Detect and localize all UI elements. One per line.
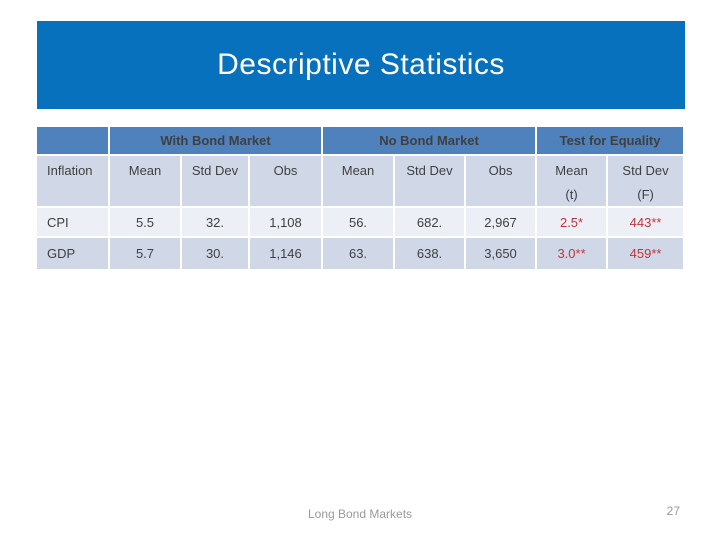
column-header-sublabel: (t) bbox=[565, 187, 578, 202]
row-label: GDP bbox=[37, 238, 110, 271]
cell-test-value: 2.5* bbox=[537, 208, 609, 238]
table-group-header-row: With Bond Market No Bond Market Test for… bbox=[37, 127, 684, 156]
column-header-stddev-f: Std Dev (F) bbox=[608, 156, 684, 208]
column-header-sublabel: (F) bbox=[637, 187, 654, 202]
column-header-label: Std Dev bbox=[622, 163, 669, 178]
cell-test-value: 443** bbox=[608, 208, 684, 238]
column-header-stddev-2: Std Dev bbox=[395, 156, 467, 208]
column-header-label: Obs bbox=[273, 163, 298, 178]
column-header-mean-t: Mean (t) bbox=[537, 156, 609, 208]
column-header-label: Obs bbox=[488, 163, 513, 178]
statistics-table: With Bond Market No Bond Market Test for… bbox=[37, 127, 684, 271]
column-header-inflation: Inflation bbox=[37, 156, 110, 208]
cell-value: 638. bbox=[395, 238, 467, 271]
group-header-no-bond-market: No Bond Market bbox=[323, 127, 538, 156]
cell-value: 5.7 bbox=[110, 238, 182, 271]
footer-title: Long Bond Markets bbox=[307, 507, 413, 521]
table-row-gdp: GDP 5.7 30. 1,146 63. 638. 3,650 3.0** 4… bbox=[37, 238, 684, 271]
group-header-test-for-equality: Test for Equality bbox=[537, 127, 684, 156]
cell-value: 3,650 bbox=[466, 238, 538, 271]
group-header-with-bond-market: With Bond Market bbox=[110, 127, 324, 156]
column-header-label: Mean bbox=[128, 163, 162, 178]
cell-value: 5.5 bbox=[110, 208, 182, 238]
cell-test-value: 3.0** bbox=[537, 238, 609, 271]
group-header-empty bbox=[37, 127, 110, 156]
table-column-header-row: Inflation Mean Std Dev Obs Mean Std Dev … bbox=[37, 156, 684, 208]
cell-value: 2,967 bbox=[466, 208, 538, 238]
column-header-obs-2: Obs bbox=[466, 156, 538, 208]
page-number: 27 bbox=[666, 504, 680, 518]
table-row-cpi: CPI 5.5 32. 1,108 56. 682. 2,967 2.5* 44… bbox=[37, 208, 684, 238]
cell-value: 63. bbox=[323, 238, 396, 271]
column-header-label: Mean bbox=[555, 163, 588, 178]
column-header-mean-1: Mean bbox=[110, 156, 182, 208]
cell-test-value: 459** bbox=[608, 238, 684, 271]
title-bar: Descriptive Statistics bbox=[37, 21, 685, 109]
column-header-label: Mean bbox=[341, 163, 375, 178]
cell-value: 1,146 bbox=[250, 238, 324, 271]
column-header-label: Inflation bbox=[47, 163, 93, 178]
column-header-stddev-1: Std Dev bbox=[182, 156, 250, 208]
column-header-obs-1: Obs bbox=[250, 156, 324, 208]
column-header-mean-2: Mean bbox=[323, 156, 396, 208]
cell-value: 32. bbox=[182, 208, 250, 238]
cell-value: 30. bbox=[182, 238, 250, 271]
slide-title: Descriptive Statistics bbox=[217, 48, 505, 81]
cell-value: 56. bbox=[323, 208, 396, 238]
column-header-label: Std Dev bbox=[191, 163, 239, 178]
row-label: CPI bbox=[37, 208, 110, 238]
cell-value: 1,108 bbox=[250, 208, 324, 238]
column-header-label: Std Dev bbox=[406, 163, 453, 178]
cell-value: 682. bbox=[395, 208, 467, 238]
